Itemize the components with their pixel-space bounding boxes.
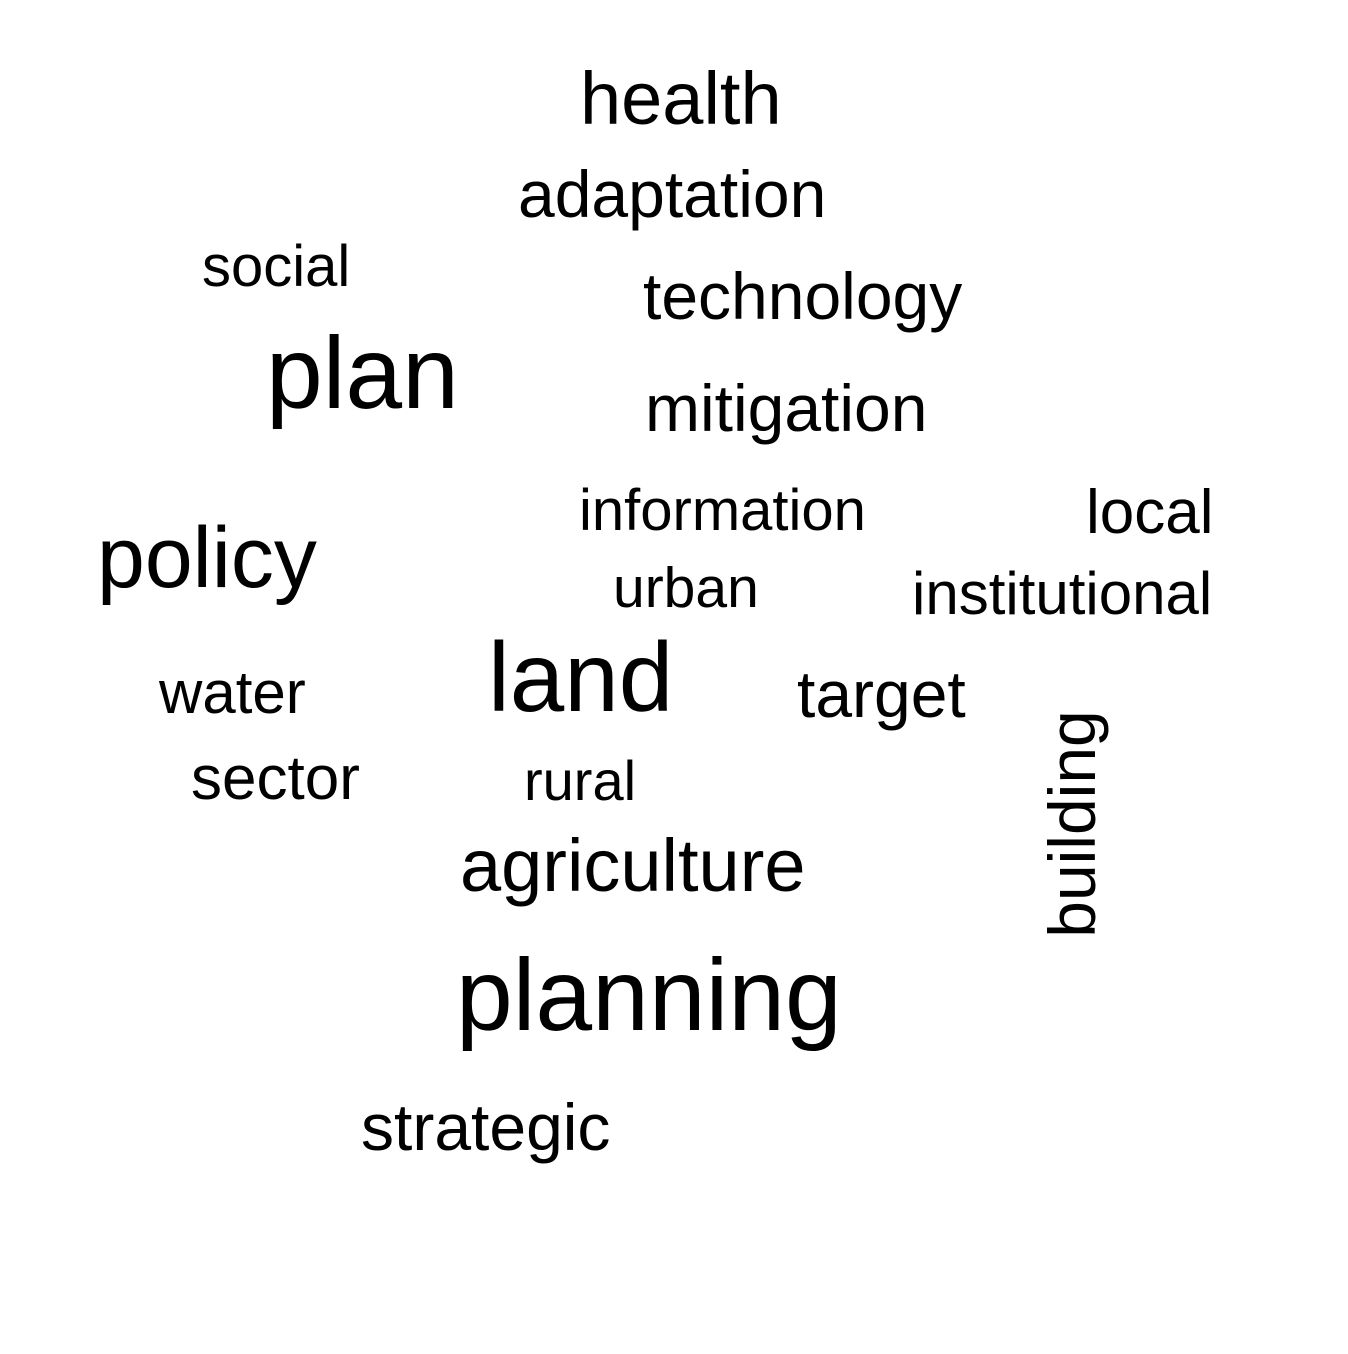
word-urban: urban bbox=[613, 556, 759, 620]
word-local: local bbox=[1086, 478, 1214, 547]
word-strategic: strategic bbox=[361, 1090, 611, 1164]
word-technology: technology bbox=[643, 259, 963, 333]
word-water: water bbox=[159, 659, 306, 726]
word-policy: policy bbox=[97, 510, 317, 606]
word-adaptation: adaptation bbox=[518, 157, 827, 231]
word-rural: rural bbox=[524, 749, 637, 812]
word-plan: plan bbox=[266, 316, 459, 430]
word-institutional: institutional bbox=[912, 560, 1213, 627]
word-social: social bbox=[202, 234, 351, 299]
word-health: health bbox=[580, 57, 782, 140]
word-planning: planning bbox=[456, 938, 842, 1052]
word-land: land bbox=[488, 622, 674, 732]
word-agriculture: agriculture bbox=[460, 824, 806, 907]
word-mitigation: mitigation bbox=[645, 371, 928, 445]
word-building: building bbox=[1035, 710, 1109, 938]
word-target: target bbox=[797, 657, 966, 731]
word-information: information bbox=[579, 478, 866, 543]
word-sector: sector bbox=[191, 744, 360, 813]
